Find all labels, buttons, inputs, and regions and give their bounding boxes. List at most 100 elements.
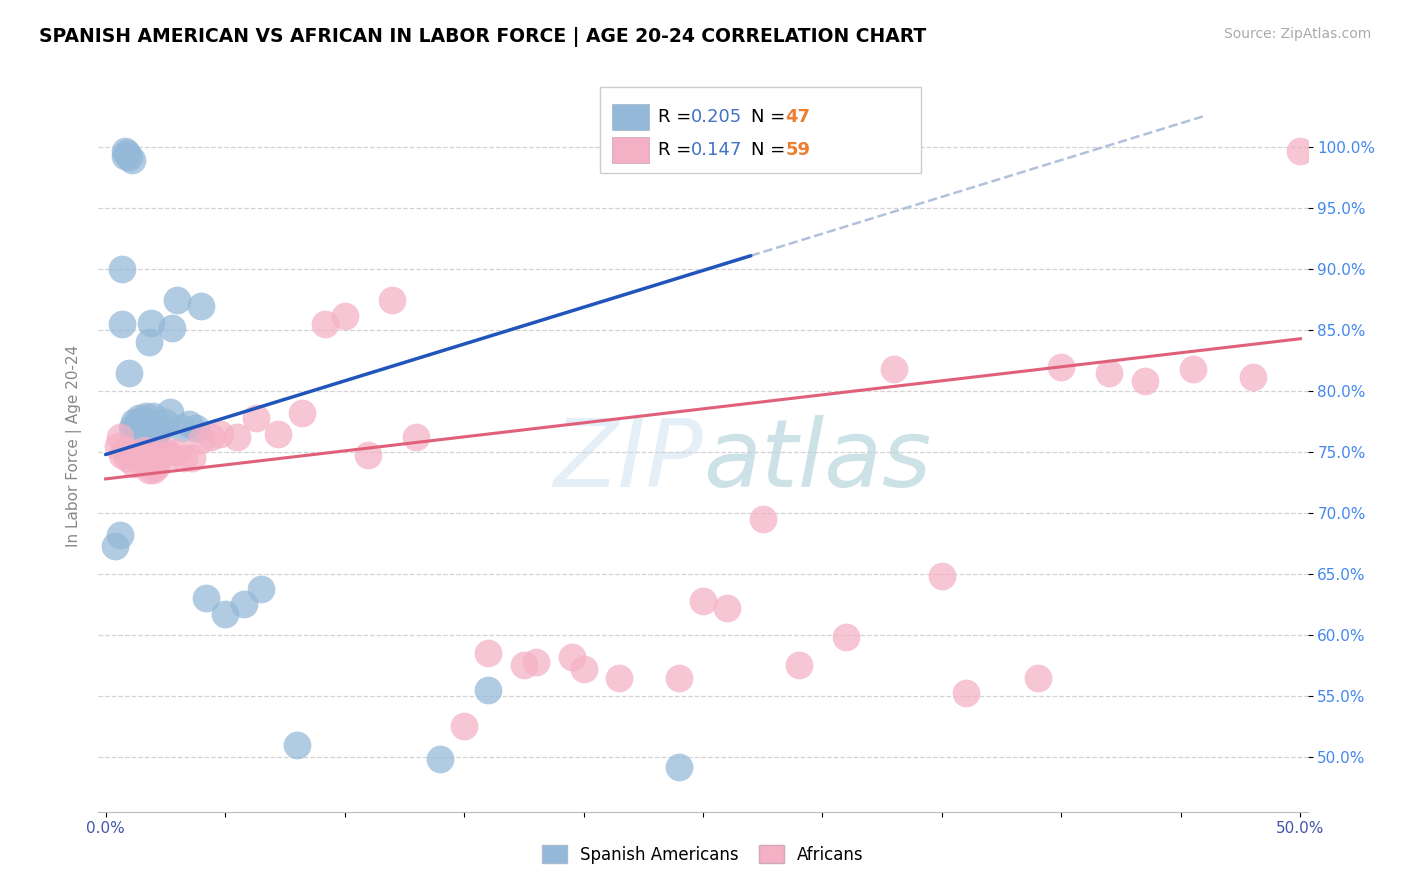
Point (135, 409, 157, 423)
Point (111, 448, 134, 462)
Point (561, 649, 583, 664)
Point (644, 145, 666, 160)
Point (226, 430, 249, 444)
Point (190, 299, 212, 313)
Text: Source: ZipAtlas.com: Source: ZipAtlas.com (1223, 27, 1371, 41)
Text: atlas: atlas (703, 415, 931, 506)
Point (524, 655, 547, 669)
Point (132, 442, 155, 457)
FancyBboxPatch shape (613, 136, 648, 163)
Point (139, 316, 162, 330)
Point (159, 448, 181, 462)
Point (1181, 362, 1204, 376)
Point (108, 430, 131, 444)
Point (114, 144, 136, 158)
Point (104, 539, 127, 553)
Point (132, 420, 155, 434)
Point (118, 366, 141, 380)
Point (200, 430, 222, 444)
Point (149, 420, 172, 434)
Point (166, 293, 188, 307)
Point (1133, 375, 1156, 389)
Point (173, 451, 195, 466)
Point (107, 439, 129, 453)
Point (159, 405, 181, 419)
Point (121, 153, 143, 167)
Point (135, 415, 157, 429)
Point (572, 662, 595, 676)
Point (135, 448, 157, 462)
Text: N =: N = (751, 108, 792, 126)
Point (1050, 359, 1073, 374)
Point (314, 317, 336, 331)
Text: 0.147: 0.147 (690, 141, 742, 159)
Point (115, 451, 138, 466)
Text: R =: R = (658, 108, 697, 126)
Text: R =: R = (658, 141, 697, 159)
Point (787, 658, 810, 673)
Point (453, 719, 475, 733)
Point (180, 451, 202, 466)
Point (194, 591, 217, 606)
Point (121, 448, 143, 462)
Point (145, 459, 167, 474)
Point (513, 658, 536, 673)
Point (128, 411, 150, 425)
Point (162, 320, 184, 334)
Point (145, 426, 167, 441)
Point (131, 417, 153, 431)
Point (668, 671, 690, 685)
Point (609, 671, 631, 685)
Point (114, 442, 136, 457)
Point (357, 448, 380, 462)
Point (290, 406, 312, 420)
Point (1098, 366, 1121, 380)
Point (170, 420, 193, 434)
Point (405, 430, 427, 444)
Point (835, 631, 858, 645)
Point (114, 149, 136, 163)
Point (115, 146, 138, 161)
Point (122, 420, 145, 434)
Point (250, 582, 273, 596)
Text: ZIP: ZIP (554, 415, 703, 506)
Point (118, 150, 141, 164)
Point (139, 451, 162, 466)
Point (1289, 144, 1312, 158)
Point (125, 448, 148, 462)
Point (122, 457, 145, 471)
Point (155, 442, 177, 457)
Point (146, 420, 169, 434)
Text: 59: 59 (785, 141, 810, 159)
Point (108, 528, 131, 542)
Point (1241, 369, 1264, 384)
Text: 47: 47 (785, 108, 810, 126)
Point (179, 417, 201, 431)
Text: 0.205: 0.205 (690, 108, 742, 126)
Point (477, 646, 499, 660)
Point (266, 426, 288, 441)
Point (128, 415, 150, 429)
Point (138, 335, 160, 350)
Point (111, 262, 134, 277)
Point (692, 594, 714, 608)
Point (142, 463, 165, 477)
FancyBboxPatch shape (613, 103, 648, 130)
FancyBboxPatch shape (600, 87, 921, 173)
Point (477, 682, 499, 697)
Point (132, 425, 155, 439)
Point (751, 512, 773, 526)
Point (149, 448, 172, 462)
Point (146, 451, 169, 466)
Point (166, 445, 188, 459)
Point (233, 598, 256, 612)
Point (429, 752, 451, 766)
Point (155, 415, 177, 429)
Point (118, 445, 141, 459)
Point (121, 420, 143, 434)
Point (111, 317, 134, 331)
Point (122, 415, 145, 429)
Point (1026, 671, 1049, 685)
Point (333, 309, 356, 323)
Legend: Spanish Americans, Africans: Spanish Americans, Africans (536, 838, 870, 871)
